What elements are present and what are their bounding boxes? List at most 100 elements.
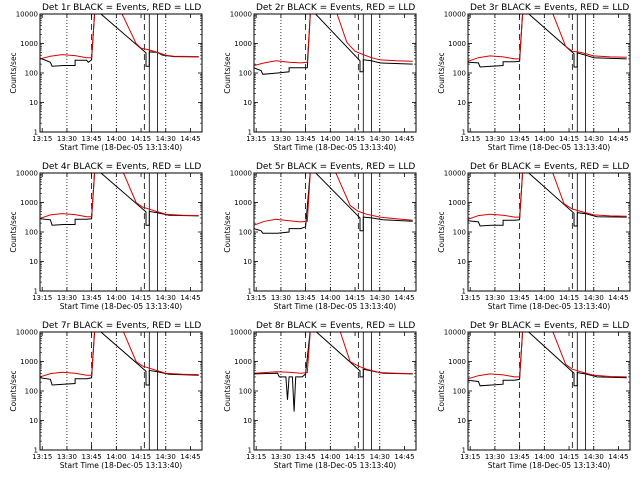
panel-det-3r: Det 3r BLACK = Events, RED = LLD 1 10 100 10… xyxy=(437,3,631,152)
y-tick-label: 100 xyxy=(453,229,466,237)
x-axis-label: Start Time (18-Dec-05 13:13:40) xyxy=(274,143,396,152)
y-axis-label: Counts/sec xyxy=(9,52,18,93)
panel-det-1r: Det 1r BLACK = Events, RED = LLD 1 10 100 10… xyxy=(9,3,203,152)
x-tick-label: 14:45 xyxy=(394,294,414,302)
series-line-events xyxy=(254,14,413,75)
y-tick-label: 10 xyxy=(243,417,252,425)
y-tick-label: 10000 xyxy=(444,170,466,178)
x-tick-label: 14:00 xyxy=(106,294,126,302)
x-tick-label: 13:30 xyxy=(57,453,77,461)
y-tick-label: 1 xyxy=(248,129,252,137)
y-tick-label: 10000 xyxy=(16,170,38,178)
panel-title: Det 2r BLACK = Events, RED = LLD xyxy=(256,3,415,13)
y-tick-label: 100 xyxy=(453,388,466,396)
x-axis-label: Start Time (18-Dec-05 13:13:40) xyxy=(60,302,182,311)
x-tick-label: 14:45 xyxy=(394,135,414,143)
x-tick-label: 13:45 xyxy=(296,294,316,302)
panel-title: Det 6r BLACK = Events, RED = LLD xyxy=(470,162,629,172)
y-tick-label: 10 xyxy=(457,258,466,266)
x-tick-label: 13:15 xyxy=(460,135,480,143)
panel-title: Det 5r BLACK = Events, RED = LLD xyxy=(256,162,415,172)
x-tick-label: 14:45 xyxy=(394,453,414,461)
x-tick-label: 13:45 xyxy=(82,294,102,302)
y-tick-label: 1000 xyxy=(20,199,38,207)
series-line-lld xyxy=(40,14,199,60)
y-axis-label: Counts/sec xyxy=(437,370,446,411)
x-tick-label: 14:45 xyxy=(180,135,200,143)
y-tick-label: 1 xyxy=(462,288,466,296)
y-tick-label: 1000 xyxy=(20,40,38,48)
x-tick-label: 14:15 xyxy=(345,135,365,143)
y-tick-label: 10000 xyxy=(16,11,38,19)
x-tick-label: 14:15 xyxy=(559,135,579,143)
y-axis-label: Counts/sec xyxy=(223,211,232,252)
y-tick-label: 1000 xyxy=(448,358,466,366)
y-axis-label: Counts/sec xyxy=(9,370,18,411)
x-tick-label: 13:45 xyxy=(82,135,102,143)
x-tick-label: 13:45 xyxy=(296,135,316,143)
series-line-lld xyxy=(468,173,627,220)
series-line-lld xyxy=(254,332,413,375)
series-line-events xyxy=(254,332,413,412)
x-tick-label: 14:00 xyxy=(320,453,340,461)
y-tick-label: 1 xyxy=(34,447,38,455)
series-line-events xyxy=(254,173,413,234)
panel-det-4r: Det 4r BLACK = Events, RED = LLD 1 10 100 10… xyxy=(9,162,203,311)
y-tick-label: 10000 xyxy=(230,329,252,337)
x-tick-label: 13:15 xyxy=(246,135,266,143)
y-tick-label: 10 xyxy=(29,417,38,425)
x-axis-label: Start Time (18-Dec-05 13:13:40) xyxy=(488,302,610,311)
x-tick-label: 14:30 xyxy=(156,135,176,143)
y-tick-label: 1 xyxy=(34,129,38,137)
y-tick-label: 1000 xyxy=(234,358,252,366)
x-tick-label: 13:30 xyxy=(271,294,291,302)
series-line-lld xyxy=(468,14,627,62)
y-tick-label: 10000 xyxy=(16,329,38,337)
x-tick-label: 14:15 xyxy=(559,294,579,302)
x-tick-label: 13:45 xyxy=(510,453,530,461)
x-tick-label: 13:45 xyxy=(82,453,102,461)
x-tick-label: 13:15 xyxy=(246,453,266,461)
x-axis-label: Start Time (18-Dec-05 13:13:40) xyxy=(274,302,396,311)
y-tick-label: 1 xyxy=(462,129,466,137)
y-tick-label: 1 xyxy=(248,447,252,455)
x-tick-label: 13:30 xyxy=(485,135,505,143)
series-line-lld xyxy=(40,173,199,219)
x-tick-label: 14:15 xyxy=(131,294,151,302)
panel-title: Det 9r BLACK = Events, RED = LLD xyxy=(470,321,629,331)
y-tick-label: 10000 xyxy=(444,11,466,19)
x-axis-label: Start Time (18-Dec-05 13:13:40) xyxy=(274,461,396,470)
x-tick-label: 14:45 xyxy=(180,453,200,461)
panel-title: Det 4r BLACK = Events, RED = LLD xyxy=(42,162,201,172)
panel-title: Det 7r BLACK = Events, RED = LLD xyxy=(42,321,201,331)
y-tick-label: 100 xyxy=(25,70,38,78)
x-tick-label: 14:45 xyxy=(608,294,628,302)
panel-title: Det 3r BLACK = Events, RED = LLD xyxy=(470,3,629,13)
y-tick-label: 1 xyxy=(34,288,38,296)
x-tick-label: 14:00 xyxy=(534,453,554,461)
x-tick-label: 14:30 xyxy=(370,135,390,143)
y-axis-label: Counts/sec xyxy=(437,211,446,252)
y-axis-label: Counts/sec xyxy=(437,52,446,93)
panel-det-5r: Det 5r BLACK = Events, RED = LLD 1 10 100 10… xyxy=(223,162,417,311)
x-tick-label: 13:30 xyxy=(57,294,77,302)
y-tick-label: 1000 xyxy=(448,40,466,48)
x-tick-label: 14:30 xyxy=(370,294,390,302)
x-tick-label: 14:45 xyxy=(180,294,200,302)
panel-title: Det 1r BLACK = Events, RED = LLD xyxy=(42,3,201,13)
y-tick-label: 1000 xyxy=(20,358,38,366)
x-tick-label: 14:15 xyxy=(345,453,365,461)
x-axis-label: Start Time (18-Dec-05 13:13:40) xyxy=(488,461,610,470)
x-tick-label: 14:15 xyxy=(131,453,151,461)
x-tick-label: 14:30 xyxy=(584,453,604,461)
x-tick-label: 13:15 xyxy=(460,453,480,461)
x-tick-label: 14:45 xyxy=(608,135,628,143)
panel-det-8r: Det 8r BLACK = Events, RED = LLD 1 10 100 10… xyxy=(223,321,417,470)
x-tick-label: 13:45 xyxy=(296,453,316,461)
x-tick-label: 14:30 xyxy=(156,294,176,302)
x-tick-label: 14:45 xyxy=(608,453,628,461)
x-tick-label: 14:30 xyxy=(156,453,176,461)
x-axis-label: Start Time (18-Dec-05 13:13:40) xyxy=(60,461,182,470)
